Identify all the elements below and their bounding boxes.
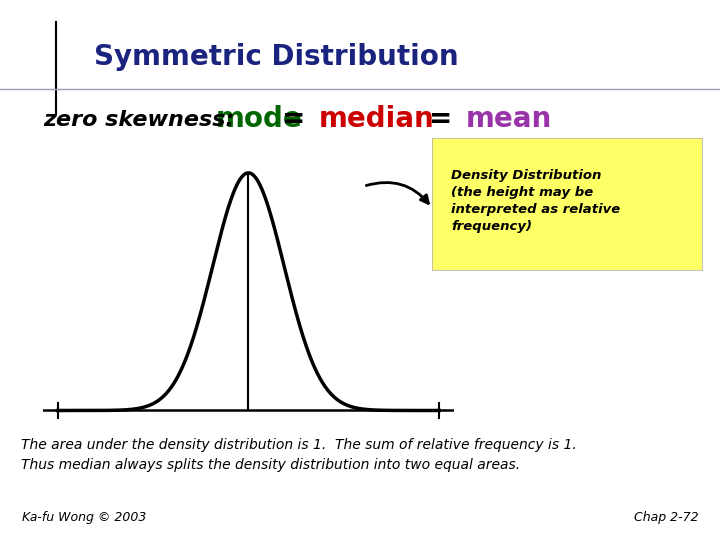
Text: mode: mode [216, 105, 302, 133]
Text: Density Distribution
(the height may be
interpreted as relative
frequency): Density Distribution (the height may be … [451, 169, 620, 233]
Text: zero skewness:: zero skewness: [43, 110, 235, 130]
Text: mean: mean [466, 105, 552, 133]
Text: The area under the density distribution is 1.  The sum of relative frequency is : The area under the density distribution … [22, 438, 577, 472]
Text: Chap 2-72: Chap 2-72 [634, 511, 698, 524]
Text: median: median [319, 105, 435, 133]
Text: Symmetric Distribution: Symmetric Distribution [94, 43, 458, 71]
Text: =: = [429, 105, 452, 133]
Text: =: = [282, 105, 305, 133]
Text: Ka-fu Wong © 2003: Ka-fu Wong © 2003 [22, 511, 146, 524]
